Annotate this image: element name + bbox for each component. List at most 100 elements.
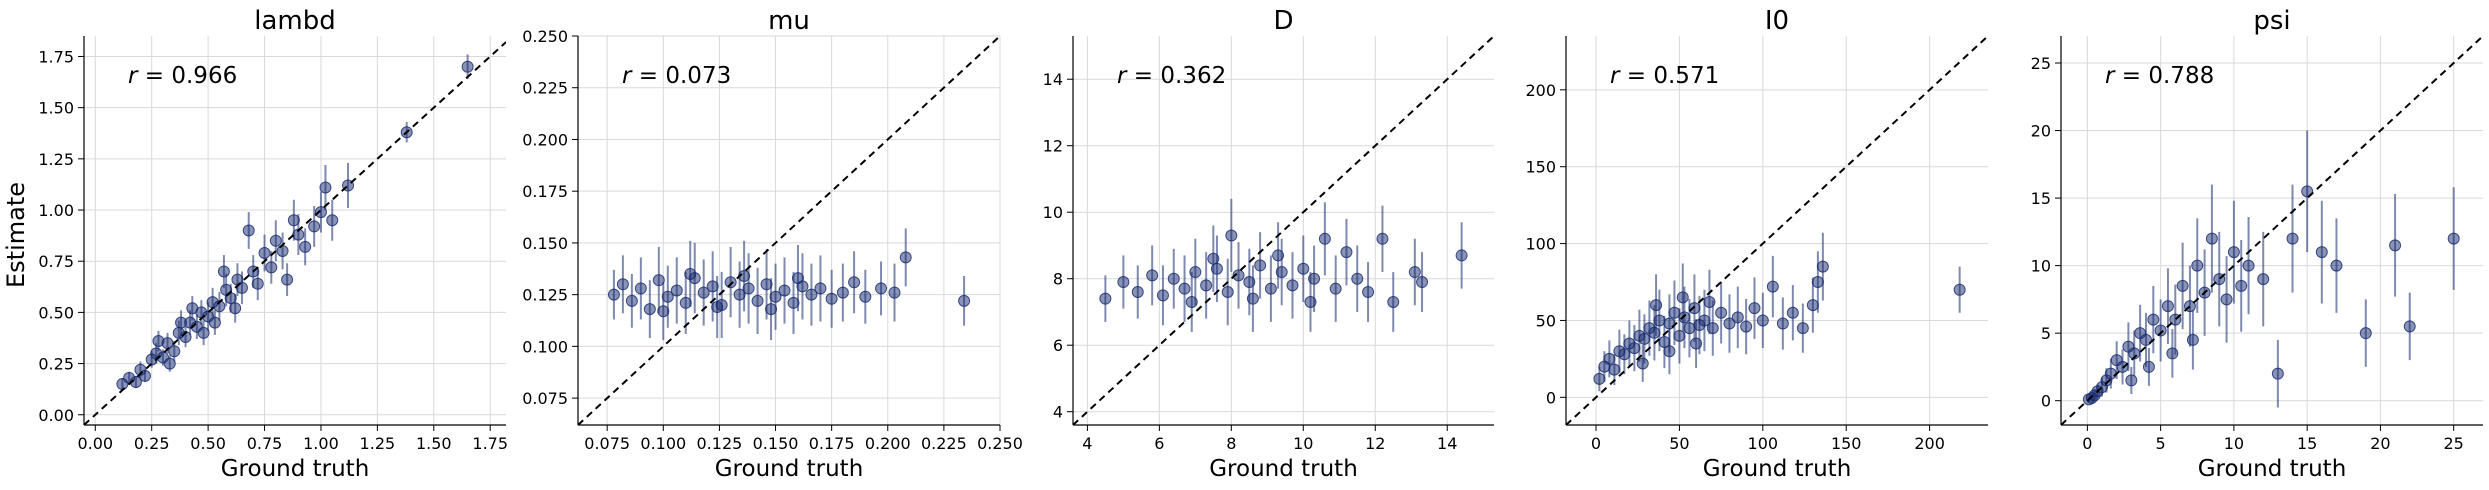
data-point (1676, 291, 1689, 304)
data-point (733, 288, 746, 301)
data-point (958, 294, 971, 307)
data-point (805, 288, 818, 301)
gridlines (578, 35, 1001, 425)
y-tick-label: 25 (2031, 54, 2051, 73)
data-point (1455, 249, 1468, 262)
data-point (1207, 252, 1220, 265)
data-point (875, 282, 888, 295)
data-point (769, 290, 782, 303)
y-tick-label: 1.25 (38, 150, 74, 169)
data-point (1254, 259, 1267, 272)
data-point (1688, 302, 1701, 315)
data-point (265, 261, 278, 274)
data-point (1806, 299, 1819, 312)
identity-line (578, 36, 1000, 425)
data-point (1272, 249, 1285, 262)
data-point (308, 220, 321, 233)
y-tick-label: 200 (1525, 81, 1556, 100)
data-point (1766, 280, 1779, 293)
data-point (634, 282, 647, 295)
gridlines (1073, 36, 1494, 425)
data-point (326, 214, 339, 227)
data-point (1318, 232, 1331, 245)
data-point (2271, 367, 2284, 380)
data-point (836, 286, 849, 299)
y-tick-label: 0.075 (522, 389, 568, 408)
x-tick-label: 0.075 (584, 434, 630, 453)
x-tick-label: 0.75 (247, 434, 283, 453)
data-point (1232, 269, 1245, 282)
x-tick-label: 0.225 (921, 434, 967, 453)
data-point (724, 276, 737, 289)
data-point (625, 294, 638, 307)
y-tick-label: 10 (2031, 257, 2051, 276)
y-tick-label: 5 (2041, 324, 2051, 343)
x-tick-label: 5 (2156, 434, 2166, 453)
data-point (168, 345, 181, 358)
data-point (697, 286, 710, 299)
data-point (1376, 232, 1389, 245)
data-point (1673, 329, 1686, 342)
data-point (1416, 276, 1429, 289)
data-point (2125, 374, 2138, 387)
data-point (1608, 363, 1621, 376)
data-point (643, 303, 656, 316)
y-tick-label: 0.225 (522, 79, 568, 98)
data-point (2301, 185, 2314, 198)
x-tick-label: 100 (1748, 434, 1779, 453)
figure-ylabel: Estimate (2, 182, 30, 288)
x-tick-label: 20 (2370, 434, 2390, 453)
data-point (1264, 282, 1277, 295)
data-point (1953, 283, 1966, 296)
x-tick-label: 0.125 (697, 434, 743, 453)
data-point (1167, 272, 1180, 285)
data-point (1340, 246, 1353, 259)
data-point (461, 60, 474, 73)
data-point (208, 316, 221, 329)
data-point (1796, 322, 1809, 335)
data-point (1663, 345, 1676, 358)
x-axis-label: Ground truth (1209, 456, 1358, 482)
data-point (1185, 295, 1198, 308)
y-tick-label: 14 (1043, 70, 1063, 89)
data-point (1304, 295, 1317, 308)
data-point (1731, 311, 1744, 324)
data-point (859, 290, 872, 303)
data-point (2227, 246, 2240, 259)
data-point (1690, 337, 1703, 350)
data-point (251, 277, 264, 290)
data-point (1221, 286, 1234, 299)
identity-line (2061, 36, 2483, 425)
data-point (1225, 229, 1238, 242)
x-tick-label: 8 (1226, 434, 1236, 453)
data-point (276, 244, 289, 257)
panel-psi: 0 5 10 15 20 25 0 5 10 15 20 25 psi Ground truth r = 0… (2031, 6, 2483, 482)
data-point (607, 288, 620, 301)
x-tick-label: 0 (2082, 434, 2092, 453)
y-tick-label: 0.200 (522, 130, 568, 149)
data-point (1636, 357, 1649, 370)
data-point (213, 300, 226, 313)
data-point (1286, 279, 1299, 292)
data-point (1703, 295, 1716, 308)
data-point (1650, 299, 1663, 312)
identity-line (1073, 36, 1494, 425)
data-point (1297, 262, 1310, 275)
data-point (825, 292, 838, 305)
data-point (186, 302, 199, 315)
correlation-annotation: r = 0.571 (1610, 63, 1719, 89)
panel-title: lambd (254, 6, 336, 36)
data-point (1618, 348, 1631, 361)
panel-title: I0 (1765, 6, 1789, 36)
data-points (607, 228, 971, 341)
data-point (269, 234, 282, 247)
x-tick-label: 25 (2444, 434, 2464, 453)
data-point (2176, 279, 2189, 292)
data-point (1628, 342, 1641, 355)
data-point (2330, 259, 2343, 272)
data-point (2166, 347, 2179, 360)
data-point (1603, 352, 1616, 365)
y-tick-label: 100 (1525, 235, 1556, 254)
correlation-annotation: r = 0.788 (2105, 63, 2214, 89)
